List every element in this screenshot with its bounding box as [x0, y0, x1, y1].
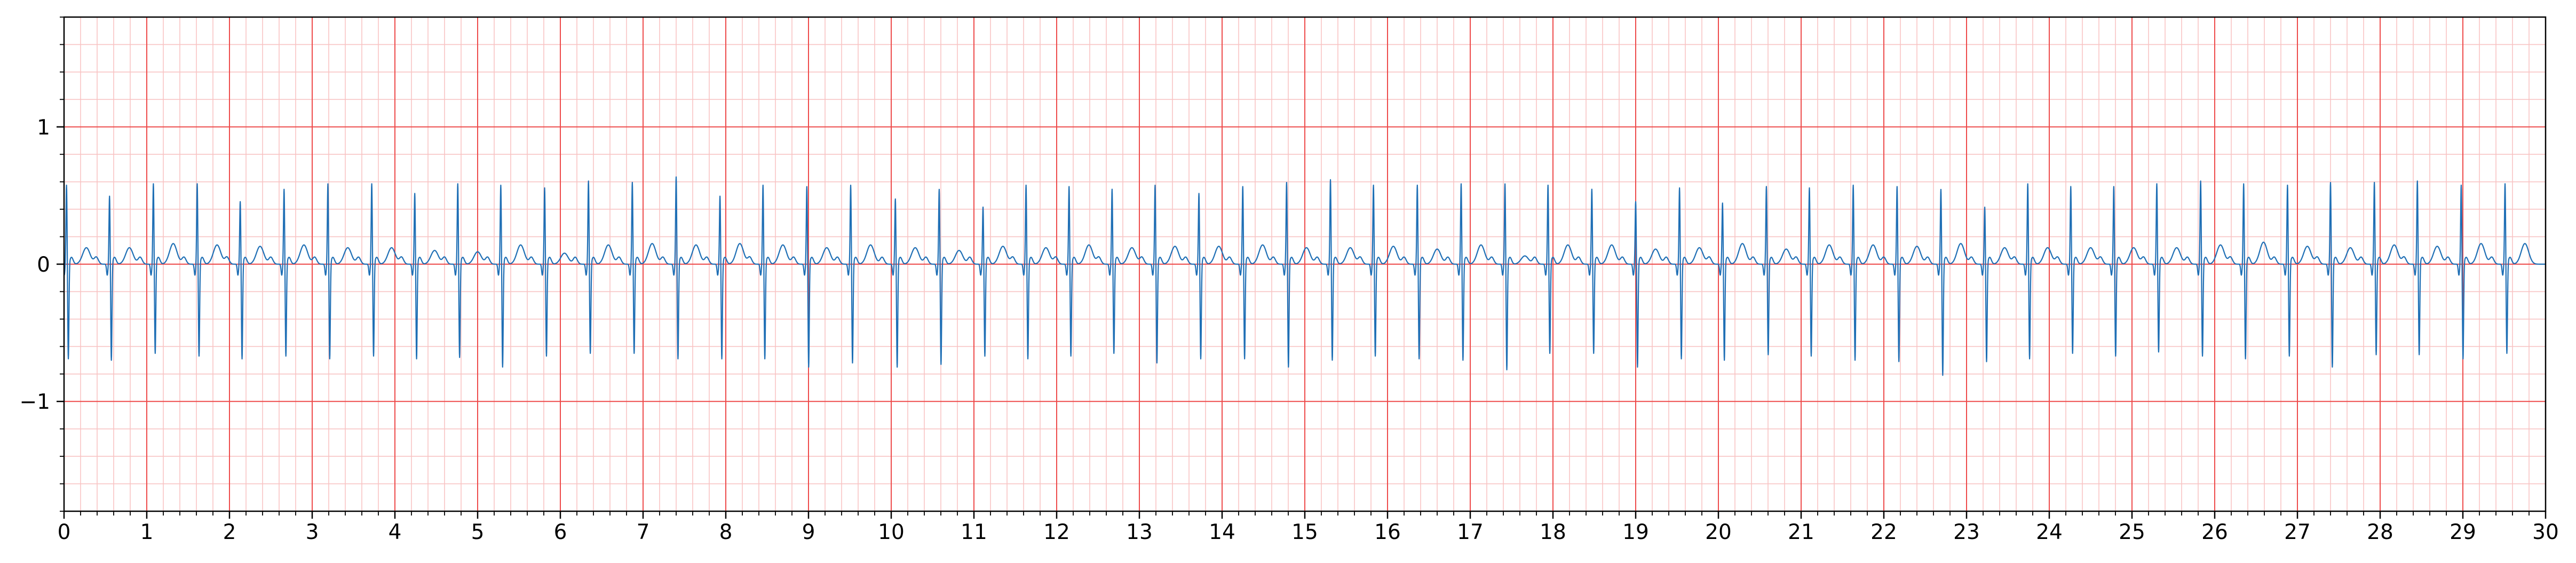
x-tick-label: 11: [961, 520, 987, 544]
x-tick-label: 25: [2119, 520, 2145, 544]
x-tick-label: 13: [1126, 520, 1153, 544]
y-axis: −1 0 1: [20, 17, 64, 512]
x-axis: 0 1 2 3 4 5 6 7 8 9 10 11 12 13 14 15 16 17 18 19 20 21 22 23 24…: [58, 511, 2559, 544]
x-tick-label: 3: [306, 520, 319, 544]
x-tick-label: 2: [223, 520, 236, 544]
y-tick-label: −1: [20, 390, 51, 414]
x-tick-label: 27: [2284, 520, 2311, 544]
x-tick-label: 12: [1043, 520, 1070, 544]
x-tick-label: 23: [1953, 520, 1980, 544]
x-tick-label: 14: [1209, 520, 1235, 544]
x-tick-label: 29: [2450, 520, 2476, 544]
x-tick-label: 10: [878, 520, 905, 544]
ecg-series-line: [64, 176, 2546, 376]
x-tick-label: 30: [2532, 520, 2559, 544]
x-tick-label: 26: [2201, 520, 2228, 544]
x-tick-label: 16: [1374, 520, 1401, 544]
x-tick-label: 24: [2036, 520, 2063, 544]
x-tick-label: 22: [1870, 520, 1897, 544]
major-gridlines: [64, 17, 2546, 511]
x-tick-label: 19: [1622, 520, 1649, 544]
x-tick-label: 6: [554, 520, 567, 544]
x-tick-label: 5: [471, 520, 485, 544]
series-layer: [64, 176, 2546, 376]
x-tick-label: 18: [1540, 520, 1566, 544]
x-tick-label: 7: [637, 520, 650, 544]
x-tick-label: 9: [802, 520, 815, 544]
x-tick-label: 4: [389, 520, 402, 544]
x-tick-label: 0: [58, 520, 71, 544]
x-tick-label: 8: [719, 520, 733, 544]
x-tick-label: 15: [1291, 520, 1318, 544]
x-tick-label: 1: [140, 520, 154, 544]
x-tick-label: 17: [1457, 520, 1484, 544]
x-tick-label: 28: [2367, 520, 2393, 544]
x-tick-label: 21: [1788, 520, 1814, 544]
y-tick-label: 0: [37, 253, 50, 277]
y-tick-label: 1: [37, 116, 50, 140]
x-tick-label: 20: [1705, 520, 1732, 544]
